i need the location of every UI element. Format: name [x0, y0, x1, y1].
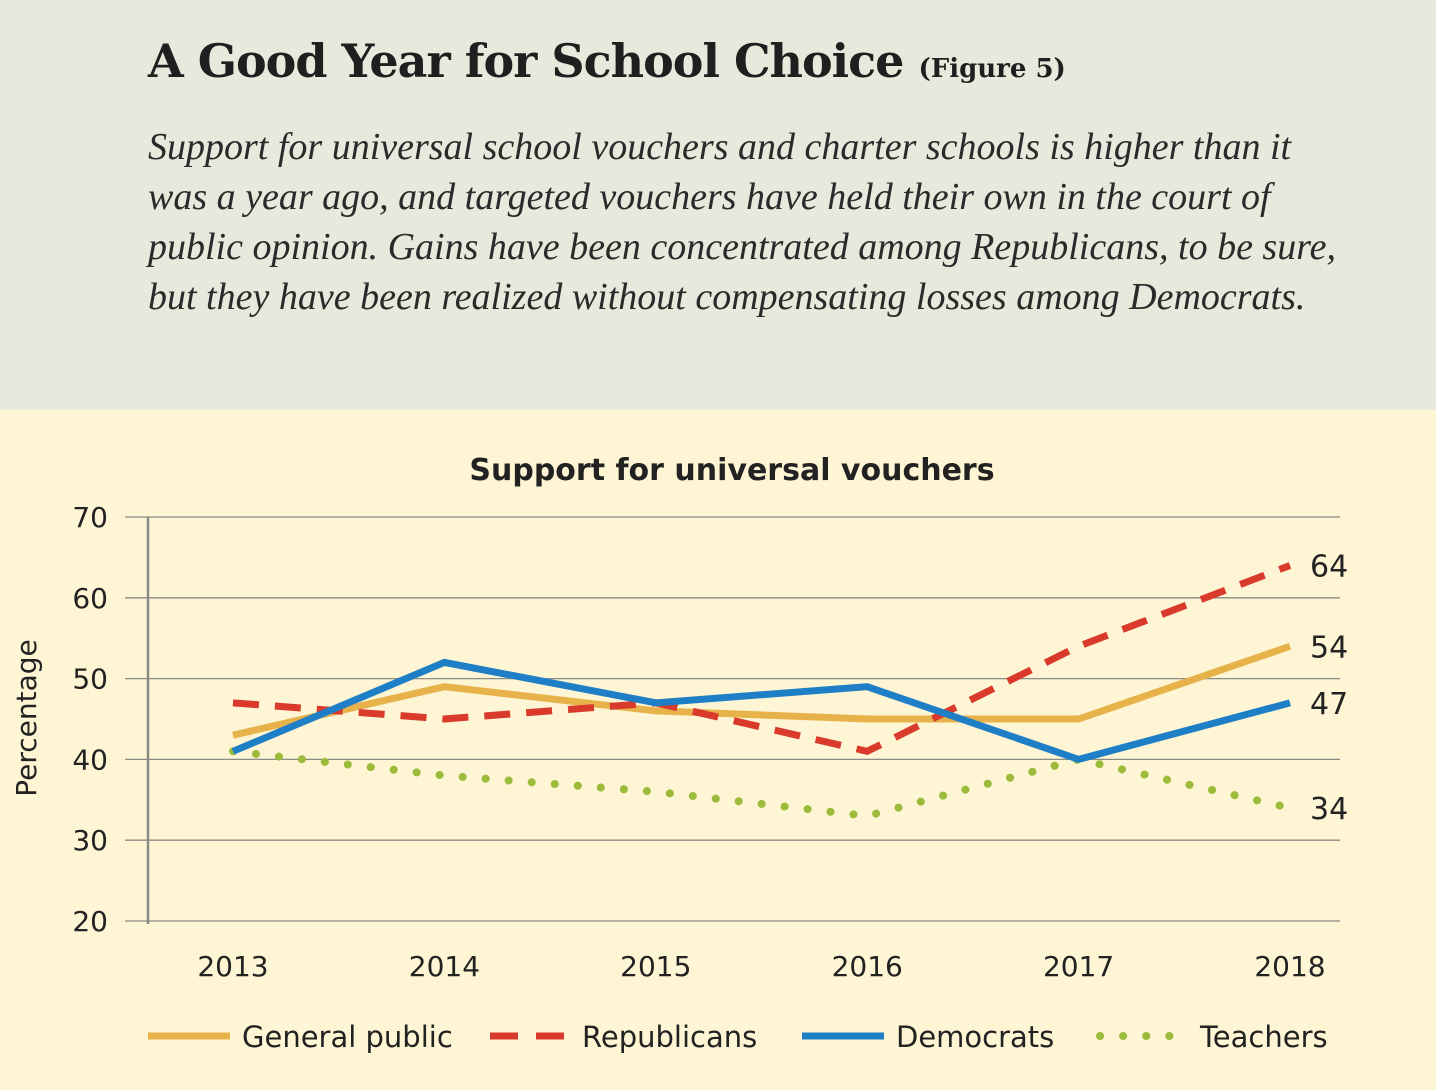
chart-title: Support for universal vouchers: [469, 453, 994, 488]
legend-label-teachers: Teachers: [1199, 1020, 1328, 1054]
y-tick-label-60: 60: [72, 582, 108, 615]
legend-label-general-public: General public: [242, 1020, 453, 1054]
x-tick-label-2016: 2016: [832, 950, 903, 983]
y-tick-label-70: 70: [72, 501, 108, 534]
x-tick-label-2014: 2014: [409, 950, 480, 983]
line-chart: Support for universal vouchers Percentag…: [10, 453, 1348, 1054]
series-line-democrats: [231, 658, 1291, 764]
x-tick-label-2013: 2013: [197, 950, 268, 983]
y-axis-label: Percentage: [10, 639, 43, 797]
x-tick-label-2015: 2015: [620, 950, 691, 983]
chart-panel: Support for universal vouchers Percentag…: [0, 410, 1436, 1090]
y-tick-label-50: 50: [72, 663, 108, 696]
page-title: A Good Year for School Choice (Figure 5): [148, 34, 1066, 88]
y-tick-label-20: 20: [72, 905, 108, 938]
series-line-teachers: [229, 747, 1294, 821]
legend: General public Republicans Democrats Teache…: [148, 1020, 1328, 1054]
y-tick-label-40: 40: [72, 743, 108, 776]
x-tick-label-2017: 2017: [1043, 950, 1114, 983]
end-label-republicans: 64: [1310, 549, 1348, 584]
figure-label: (Figure 5): [918, 54, 1066, 84]
header-panel: A Good Year for School Choice (Figure 5)…: [0, 0, 1436, 410]
x-tick-label-2018: 2018: [1254, 950, 1325, 983]
subtitle: Support for universal school vouchers an…: [148, 126, 1336, 318]
legend-label-republicans: Republicans: [582, 1020, 757, 1054]
end-label-general-public: 54: [1310, 630, 1348, 665]
title-text: A Good Year for School Choice: [148, 34, 904, 88]
series-group: 34 54 64 47: [229, 549, 1348, 827]
legend-label-democrats: Democrats: [896, 1020, 1054, 1054]
series-line-republicans: [232, 562, 1292, 756]
end-label-teachers: 34: [1310, 792, 1348, 827]
end-label-democrats: 47: [1310, 687, 1348, 722]
y-tick-label-30: 30: [72, 824, 108, 857]
series-line-general-public: [232, 642, 1292, 739]
grid: 20 30 40 50 60 70 2013 2014 2015 2016 2017 2018: [72, 501, 1340, 983]
